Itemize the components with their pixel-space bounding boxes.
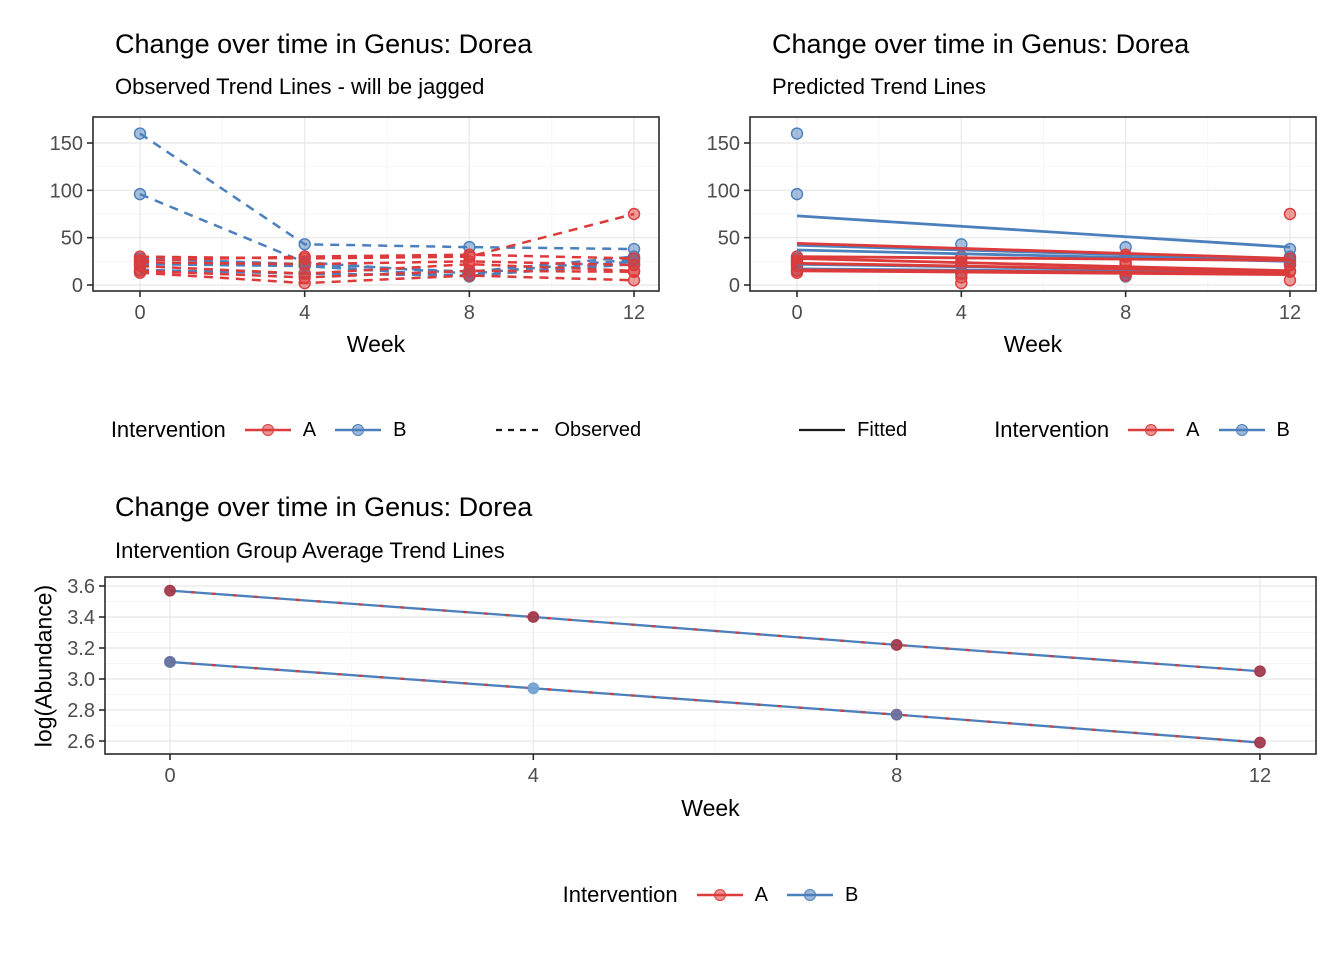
svg-text:0: 0 (134, 302, 145, 324)
svg-text:50: 50 (61, 228, 83, 250)
predicted-chart-subtitle: Predicted Trend Lines (772, 74, 987, 99)
observed-legend-title: Intervention (110, 417, 226, 442)
average-chart-subtitle: Intervention Group Average Trend Lines (115, 538, 505, 563)
average-panel: 2.6 2.8 3.0 3.2 3.4 3.6 0 4 8 12 (67, 576, 1317, 787)
legend-spacer (923, 430, 978, 431)
svg-text:3.6: 3.6 (67, 576, 95, 598)
observed-legend-label-b: B (393, 418, 407, 441)
intervention-a-key-icon (1128, 424, 1175, 436)
svg-text:0: 0 (72, 275, 83, 297)
average-chart-title: Change over time in Genus: Dorea (115, 492, 533, 522)
observed-chart-subtitle: Observed Trend Lines - will be jagged (115, 74, 485, 99)
svg-text:4: 4 (299, 302, 310, 324)
svg-text:8: 8 (464, 302, 475, 324)
predicted-legend-label-b: B (1276, 418, 1290, 441)
predicted-legend: Fitted Intervention A B (760, 408, 1326, 452)
fitted-solid-line-key-icon (799, 428, 846, 432)
average-x-axis-label: Week (681, 795, 740, 821)
observed-x-axis-label: Week (346, 331, 406, 357)
svg-text:3.0: 3.0 (67, 669, 95, 691)
svg-text:100: 100 (707, 180, 740, 202)
intervention-b-key-icon (335, 424, 382, 436)
predicted-legend-title: Intervention (994, 417, 1110, 442)
average-y-axis-label: log(Abundance) (30, 584, 57, 748)
predicted-legend-item-a: A (1125, 418, 1200, 442)
predicted-panel: 0 50 100 150 0 4 8 12 (707, 116, 1317, 324)
predicted-chart-title: Change over time in Genus: Dorea (772, 29, 1190, 59)
average-legend-item-b: B (784, 884, 858, 907)
observed-legend-label-linetype: Observed (554, 418, 642, 441)
svg-text:50: 50 (718, 228, 740, 250)
svg-text:8: 8 (891, 765, 902, 787)
svg-text:0: 0 (164, 765, 175, 787)
observed-panel: 0 50 100 150 0 4 8 12 (50, 116, 660, 324)
observed-legend: Intervention A B Observed (93, 408, 659, 452)
average-legend-title: Intervention (562, 882, 678, 907)
observed-chart-title: Change over time in Genus: Dorea (115, 29, 533, 59)
predicted-legend-label-a: A (1186, 418, 1200, 441)
intervention-a-key-icon (696, 889, 743, 901)
predicted-legend-item-b: B (1216, 419, 1290, 442)
svg-text:12: 12 (1249, 765, 1271, 787)
predicted-legend-label-linetype: Fitted (857, 418, 908, 441)
average-legend: Intervention A B (105, 873, 1316, 917)
observed-legend-item-b: B (332, 419, 406, 442)
intervention-a-key-icon (244, 424, 291, 436)
svg-text:0: 0 (791, 302, 802, 324)
svg-text:12: 12 (623, 302, 645, 324)
svg-text:150: 150 (707, 133, 740, 155)
legend-spacer (422, 430, 477, 431)
observed-legend-item-a: A (242, 419, 316, 442)
intervention-b-key-icon (1218, 424, 1265, 436)
svg-text:4: 4 (956, 302, 967, 324)
intervention-b-key-icon (786, 889, 833, 901)
svg-text:3.2: 3.2 (67, 638, 95, 660)
predicted-x-axis-label: Week (1003, 331, 1063, 357)
svg-text:0: 0 (729, 275, 740, 297)
average-legend-label-a: A (754, 883, 768, 906)
observed-legend-item-linetype: Observed (493, 419, 641, 442)
svg-text:2.8: 2.8 (67, 700, 95, 722)
svg-text:100: 100 (50, 180, 83, 202)
observed-legend-label-a: A (302, 418, 317, 441)
svg-text:4: 4 (528, 765, 539, 787)
observed-dashed-line-key-icon (496, 428, 543, 432)
svg-text:150: 150 (50, 133, 83, 155)
svg-text:2.6: 2.6 (67, 731, 95, 753)
svg-text:12: 12 (1279, 302, 1301, 324)
average-legend-item-a: A (694, 884, 768, 907)
predicted-legend-item-linetype: Fitted (796, 419, 907, 442)
svg-text:8: 8 (1120, 302, 1131, 324)
average-legend-label-b: B (844, 883, 859, 906)
svg-text:3.4: 3.4 (67, 607, 95, 629)
